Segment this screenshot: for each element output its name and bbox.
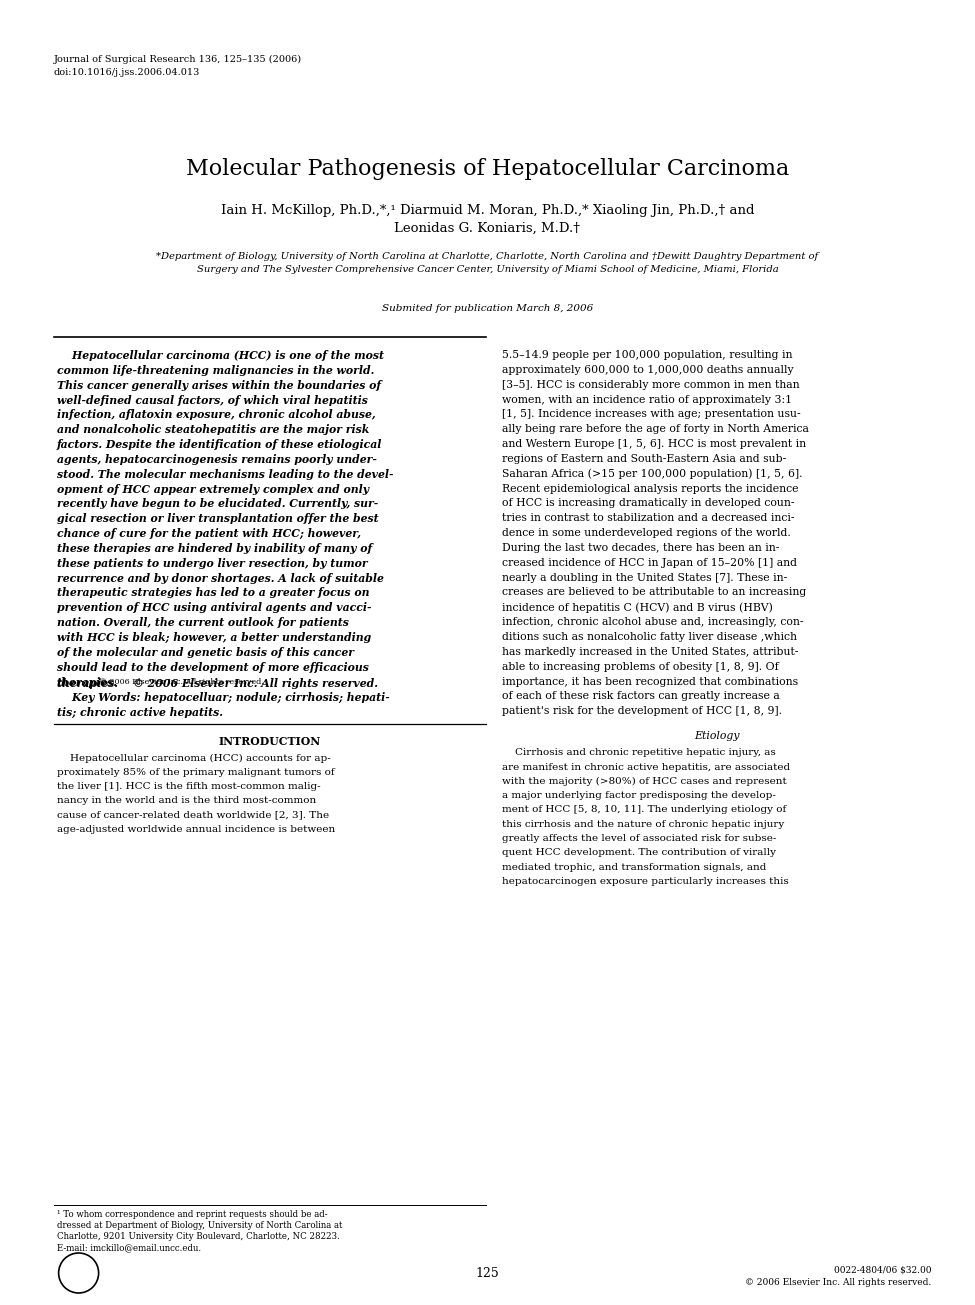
Text: E-mail: imckillo@email.uncc.edu.: E-mail: imckillo@email.uncc.edu.: [57, 1244, 201, 1253]
Text: ¹ To whom correspondence and reprint requests should be ad-: ¹ To whom correspondence and reprint req…: [57, 1210, 328, 1219]
Text: dressed at Department of Biology, University of North Carolina at: dressed at Department of Biology, Univer…: [57, 1221, 342, 1231]
Text: infection, chronic alcohol abuse and, increasingly, con-: infection, chronic alcohol abuse and, in…: [502, 617, 803, 628]
Text: Leonidas G. Koniaris, M.D.†: Leonidas G. Koniaris, M.D.†: [395, 222, 580, 235]
Text: INTRODUCTION: INTRODUCTION: [218, 736, 321, 746]
Text: ditions such as nonalcoholic fatty liver disease ,which: ditions such as nonalcoholic fatty liver…: [502, 632, 798, 642]
Text: 125: 125: [476, 1267, 499, 1280]
Text: [1, 5]. Incidence increases with age; presentation usu-: [1, 5]. Incidence increases with age; pr…: [502, 410, 800, 419]
Text: prevention of HCC using antiviral agents and vacci-: prevention of HCC using antiviral agents…: [57, 603, 371, 613]
Text: therapies.: therapies.: [57, 676, 118, 688]
Text: Charlotte, 9201 University City Boulevard, Charlotte, NC 28223.: Charlotte, 9201 University City Boulevar…: [57, 1232, 339, 1241]
Text: importance, it has been recognized that combinations: importance, it has been recognized that …: [502, 676, 799, 686]
Circle shape: [58, 1253, 98, 1293]
Text: gical resection or liver transplantation offer the best: gical resection or liver transplantation…: [57, 513, 378, 525]
Text: these patients to undergo liver resection, by tumor: these patients to undergo liver resectio…: [57, 557, 368, 569]
Text: nearly a doubling in the United States [7]. These in-: nearly a doubling in the United States […: [502, 573, 788, 582]
Text: doi:10.1016/j.jss.2006.04.013: doi:10.1016/j.jss.2006.04.013: [54, 68, 200, 77]
Text: proximately 85% of the primary malignant tumors of: proximately 85% of the primary malignant…: [57, 767, 334, 776]
Text: should lead to the development of more efficacious: should lead to the development of more e…: [57, 662, 369, 672]
Text: and nonalcoholic steatohepatitis are the major risk: and nonalcoholic steatohepatitis are the…: [57, 424, 369, 435]
Text: able to increasing problems of obesity [1, 8, 9]. Of: able to increasing problems of obesity […: [502, 662, 779, 672]
Text: quent HCC development. The contribution of virally: quent HCC development. The contribution …: [502, 848, 776, 857]
Text: cause of cancer-related death worldwide [2, 3]. The: cause of cancer-related death worldwide …: [57, 810, 329, 820]
Text: nancy in the world and is the third most-common: nancy in the world and is the third most…: [57, 796, 316, 805]
Text: tis; chronic active hepatits.: tis; chronic active hepatits.: [57, 707, 222, 718]
Text: incidence of hepatitis C (HCV) and B virus (HBV): incidence of hepatitis C (HCV) and B vir…: [502, 603, 773, 613]
Text: recurrence and by donor shortages. A lack of suitable: recurrence and by donor shortages. A lac…: [57, 573, 383, 583]
Text: During the last two decades, there has been an in-: During the last two decades, there has b…: [502, 543, 779, 553]
Text: the liver [1]. HCC is the fifth most-common malig-: the liver [1]. HCC is the fifth most-com…: [57, 782, 320, 791]
Text: AP: AP: [69, 1266, 88, 1279]
Text: hepatocarcinogen exposure particularly increases this: hepatocarcinogen exposure particularly i…: [502, 877, 789, 886]
Text: of the molecular and genetic basis of this cancer: of the molecular and genetic basis of th…: [57, 647, 354, 658]
Text: of HCC is increasing dramatically in developed coun-: of HCC is increasing dramatically in dev…: [502, 499, 795, 509]
Text: infection, aflatoxin exposure, chronic alcohol abuse,: infection, aflatoxin exposure, chronic a…: [57, 410, 375, 420]
Text: has markedly increased in the United States, attribut-: has markedly increased in the United Sta…: [502, 647, 799, 656]
Text: Recent epidemiological analysis reports the incidence: Recent epidemiological analysis reports …: [502, 484, 799, 493]
Text: creases are believed to be attributable to an increasing: creases are believed to be attributable …: [502, 587, 806, 598]
Text: this cirrhosis and the nature of chronic hepatic injury: this cirrhosis and the nature of chronic…: [502, 820, 784, 829]
Text: therapies.    © 2006 Elsevier Inc. All rights reserved.: therapies. © 2006 Elsevier Inc. All righ…: [57, 677, 377, 689]
Text: Saharan Africa (>15 per 100,000 population) [1, 5, 6].: Saharan Africa (>15 per 100,000 populati…: [502, 468, 802, 479]
Text: [3–5]. HCC is considerably more common in men than: [3–5]. HCC is considerably more common i…: [502, 380, 800, 390]
Text: women, with an incidence ratio of approximately 3:1: women, with an incidence ratio of approx…: [502, 394, 793, 405]
Text: Etiology: Etiology: [694, 731, 739, 741]
Text: a major underlying factor predisposing the develop-: a major underlying factor predisposing t…: [502, 791, 776, 800]
Text: factors. Despite the identification of these etiological: factors. Despite the identification of t…: [57, 438, 382, 450]
Text: © 2006 Elsevier Inc. All rights reserved.: © 2006 Elsevier Inc. All rights reserved…: [745, 1278, 931, 1287]
Text: Hepatocellular carcinoma (HCC) accounts for ap-: Hepatocellular carcinoma (HCC) accounts …: [57, 753, 331, 762]
Text: creased incidence of HCC in Japan of 15–20% [1] and: creased incidence of HCC in Japan of 15–…: [502, 557, 798, 568]
Text: therapeutic strategies has led to a greater focus on: therapeutic strategies has led to a grea…: [57, 587, 370, 599]
Text: with HCC is bleak; however, a better understanding: with HCC is bleak; however, a better und…: [57, 632, 370, 643]
Text: Surgery and The Sylvester Comprehensive Cancer Center, University of Miami Schoo: Surgery and The Sylvester Comprehensive …: [197, 265, 778, 274]
Text: of each of these risk factors can greatly increase a: of each of these risk factors can greatl…: [502, 692, 780, 701]
Text: © 2006 Elsevier Inc. All rights reserved.: © 2006 Elsevier Inc. All rights reserved…: [98, 677, 263, 685]
Text: ally being rare before the age of forty in North America: ally being rare before the age of forty …: [502, 424, 809, 435]
Text: regions of Eastern and South-Eastern Asia and sub-: regions of Eastern and South-Eastern Asi…: [502, 454, 787, 463]
Text: Journal of Surgical Research 136, 125–135 (2006): Journal of Surgical Research 136, 125–13…: [54, 55, 301, 64]
Text: *Department of Biology, University of North Carolina at Charlotte, Charlotte, No: *Department of Biology, University of No…: [156, 252, 819, 261]
Text: agents, hepatocarcinogenesis remains poorly under-: agents, hepatocarcinogenesis remains poo…: [57, 454, 376, 465]
Text: chance of cure for the patient with HCC; however,: chance of cure for the patient with HCC;…: [57, 529, 361, 539]
Text: nation. Overall, the current outlook for patients: nation. Overall, the current outlook for…: [57, 617, 348, 628]
Text: well-defined causal factors, of which viral hepatitis: well-defined causal factors, of which vi…: [57, 394, 368, 406]
Text: patient's risk for the development of HCC [1, 8, 9].: patient's risk for the development of HC…: [502, 706, 782, 716]
Text: tries in contrast to stabilization and a decreased inci-: tries in contrast to stabilization and a…: [502, 513, 795, 523]
Text: Molecular Pathogenesis of Hepatocellular Carcinoma: Molecular Pathogenesis of Hepatocellular…: [186, 158, 789, 180]
Text: dence in some underdeveloped regions of the world.: dence in some underdeveloped regions of …: [502, 529, 791, 538]
Text: common life-threatening malignancies in the world.: common life-threatening malignancies in …: [57, 365, 374, 376]
Text: opment of HCC appear extremely complex and only: opment of HCC appear extremely complex a…: [57, 484, 369, 495]
Text: Hepatocellular carcinoma (HCC) is one of the most: Hepatocellular carcinoma (HCC) is one of…: [57, 350, 383, 361]
Text: age-adjusted worldwide annual incidence is between: age-adjusted worldwide annual incidence …: [57, 825, 334, 834]
Text: 0022-4804/06 $32.00: 0022-4804/06 $32.00: [834, 1265, 931, 1274]
Text: stood. The molecular mechanisms leading to the devel-: stood. The molecular mechanisms leading …: [57, 468, 393, 480]
Text: 5.5–14.9 people per 100,000 population, resulting in: 5.5–14.9 people per 100,000 population, …: [502, 350, 793, 360]
Text: with the majority (>80%) of HCC cases and represent: with the majority (>80%) of HCC cases an…: [502, 776, 787, 786]
Text: recently have begun to be elucidated. Currently, sur-: recently have begun to be elucidated. Cu…: [57, 499, 378, 509]
Text: are manifest in chronic active hepatitis, are associated: are manifest in chronic active hepatitis…: [502, 762, 791, 771]
Text: Key Words: hepatocelluar; nodule; cirrhosis; hepati-: Key Words: hepatocelluar; nodule; cirrho…: [57, 693, 389, 703]
Text: ment of HCC [5, 8, 10, 11]. The underlying etiology of: ment of HCC [5, 8, 10, 11]. The underlyi…: [502, 805, 787, 814]
Text: and Western Europe [1, 5, 6]. HCC is most prevalent in: and Western Europe [1, 5, 6]. HCC is mos…: [502, 438, 806, 449]
Text: Iain H. McKillop, Ph.D.,*,¹ Diarmuid M. Moran, Ph.D.,* Xiaoling Jin, Ph.D.,† and: Iain H. McKillop, Ph.D.,*,¹ Diarmuid M. …: [220, 204, 755, 217]
Text: greatly affects the level of associated risk for subse-: greatly affects the level of associated …: [502, 834, 776, 843]
Text: Cirrhosis and chronic repetitive hepatic injury, as: Cirrhosis and chronic repetitive hepatic…: [502, 748, 776, 757]
Text: approximately 600,000 to 1,000,000 deaths annually: approximately 600,000 to 1,000,000 death…: [502, 365, 794, 375]
Text: these therapies are hindered by inability of many of: these therapies are hindered by inabilit…: [57, 543, 371, 553]
Text: Submited for publication March 8, 2006: Submited for publication March 8, 2006: [382, 304, 593, 313]
Text: mediated trophic, and transformation signals, and: mediated trophic, and transformation sig…: [502, 863, 766, 872]
Text: This cancer generally arises within the boundaries of: This cancer generally arises within the …: [57, 380, 380, 390]
